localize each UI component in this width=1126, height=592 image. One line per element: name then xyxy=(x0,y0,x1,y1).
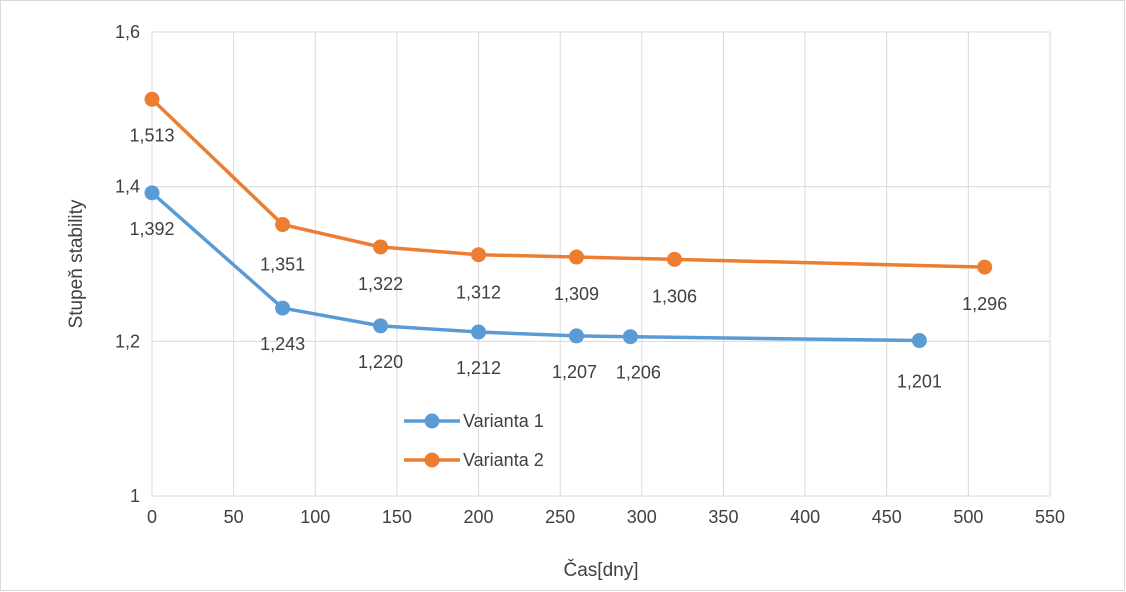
x-tick-label: 300 xyxy=(627,507,657,527)
data-label: 1,322 xyxy=(358,274,403,294)
x-tick-label: 500 xyxy=(953,507,983,527)
data-labels: 1,392 1,243 1,220 1,212 1,207 1,206 1,201 1,513… xyxy=(129,125,1007,391)
data-point xyxy=(144,91,160,107)
data-label: 1,309 xyxy=(554,284,599,304)
legend-item: Varianta 2 xyxy=(404,450,544,470)
data-point xyxy=(622,329,638,345)
data-point xyxy=(666,251,682,267)
x-tick-label: 100 xyxy=(300,507,330,527)
data-label: 1,296 xyxy=(962,294,1007,314)
data-point xyxy=(373,318,389,334)
x-tick-label: 450 xyxy=(872,507,902,527)
y-axis-title: Stupeň stability xyxy=(66,199,87,328)
data-point xyxy=(373,239,389,255)
data-label: 1,306 xyxy=(652,286,697,306)
x-tick-label: 350 xyxy=(708,507,738,527)
data-label: 1,312 xyxy=(456,283,501,303)
data-point xyxy=(471,324,487,340)
y-tick-label: 1 xyxy=(130,486,140,506)
data-point xyxy=(275,300,291,316)
data-label: 1,201 xyxy=(897,372,942,392)
data-point xyxy=(977,259,993,275)
y-tick-label: 1,6 xyxy=(115,22,140,42)
x-axis-title: Čas[dny] xyxy=(564,559,639,581)
legend-item: Varianta 1 xyxy=(404,411,544,431)
x-tick-label: 550 xyxy=(1035,507,1065,527)
data-label: 1,212 xyxy=(456,358,501,378)
data-point xyxy=(275,217,291,233)
series-1 xyxy=(144,185,927,349)
series-lines xyxy=(144,91,993,349)
x-tick-label: 200 xyxy=(464,507,494,527)
legend-label: Varianta 1 xyxy=(463,411,544,431)
data-label: 1,392 xyxy=(129,219,174,239)
axes: 0 50 100 150 200 250 300 350 400 450 500 550 1 1,2 1,4… xyxy=(115,22,1065,527)
data-label: 1,207 xyxy=(552,362,597,382)
data-label: 1,220 xyxy=(358,352,403,372)
data-label: 1,206 xyxy=(616,363,661,383)
legend-label: Varianta 2 xyxy=(463,450,544,470)
series-2 xyxy=(144,91,993,275)
x-tick-label: 50 xyxy=(224,507,244,527)
data-point xyxy=(911,333,927,349)
legend-swatch-marker xyxy=(424,413,440,429)
data-label: 1,351 xyxy=(260,255,305,275)
data-point xyxy=(144,185,160,201)
data-label: 1,243 xyxy=(260,334,305,354)
x-tick-label: 400 xyxy=(790,507,820,527)
x-tick-label: 250 xyxy=(545,507,575,527)
legend: Varianta 1 Varianta 2 xyxy=(404,411,544,470)
data-point xyxy=(569,249,585,265)
y-tick-label: 1,2 xyxy=(115,331,140,351)
x-tick-label: 0 xyxy=(147,507,157,527)
data-point xyxy=(569,328,585,344)
y-tick-label: 1,4 xyxy=(115,177,140,197)
legend-swatch-marker xyxy=(424,452,440,468)
data-label: 1,513 xyxy=(129,125,174,145)
x-tick-label: 150 xyxy=(382,507,412,527)
data-point xyxy=(471,247,487,263)
